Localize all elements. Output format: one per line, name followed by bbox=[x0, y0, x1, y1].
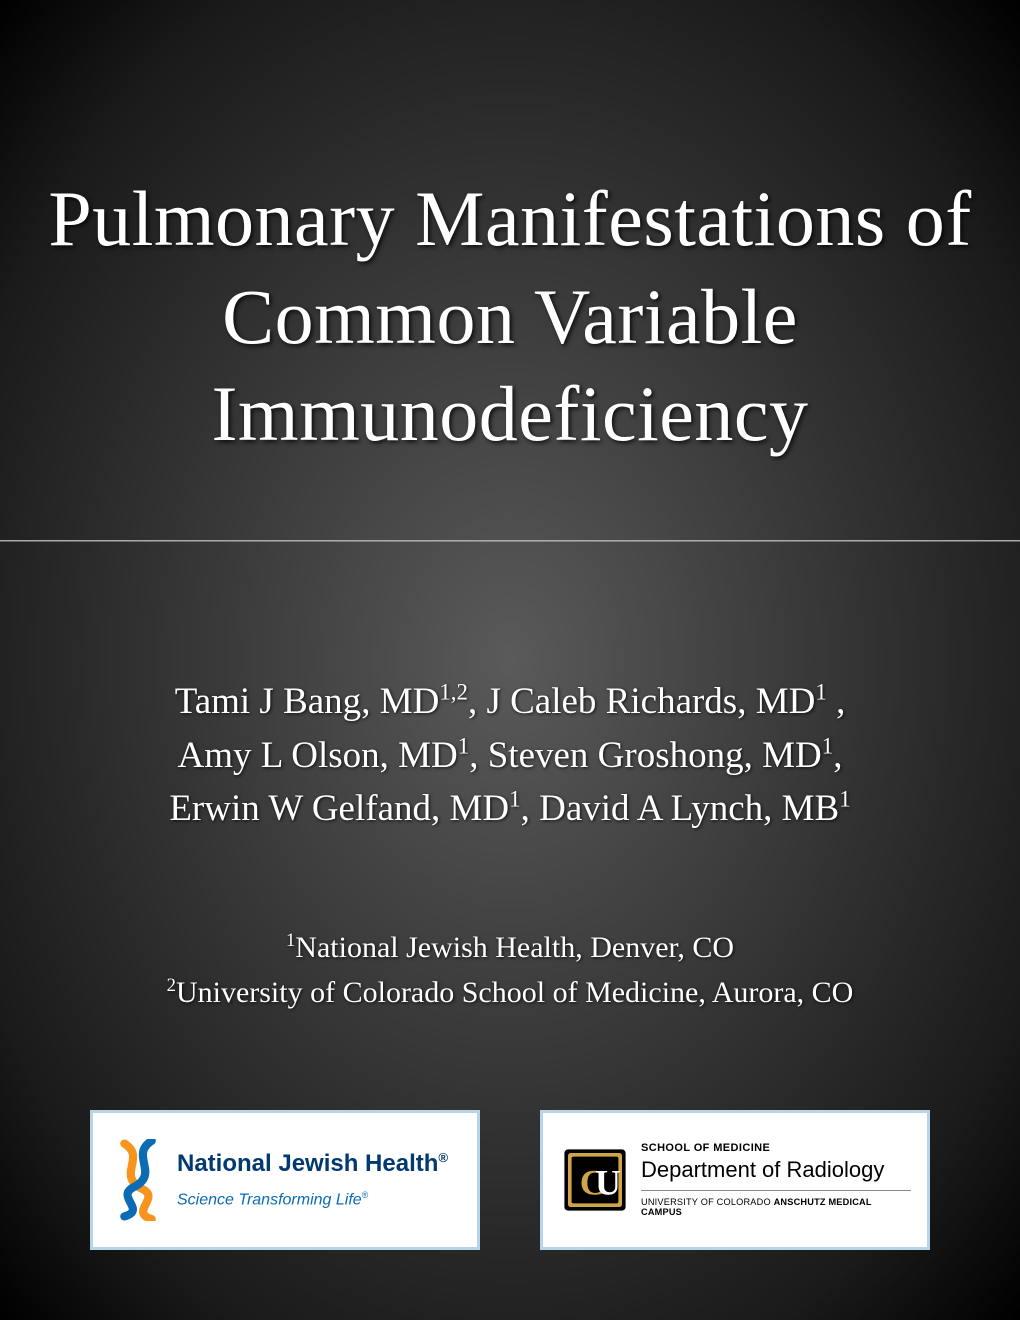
author: Tami J Bang, MD1,2 bbox=[175, 681, 468, 722]
author: Erwin W Gelfand, MD1 bbox=[169, 788, 520, 829]
affiliation: 1National Jewish Health, Denver, CO bbox=[0, 925, 1020, 970]
author: Steven Groshong, MD1 bbox=[488, 735, 834, 776]
njh-text: National Jewish Health® Science Transfor… bbox=[177, 1151, 448, 1209]
cu-text: SCHOOL OF MEDICINE Department of Radiolo… bbox=[641, 1142, 911, 1218]
logos-row: National Jewish Health® Science Transfor… bbox=[0, 1110, 1020, 1250]
presentation-title: Pulmonary Manifestations of Common Varia… bbox=[0, 170, 1020, 463]
cu-shield-icon: C U bbox=[559, 1144, 631, 1216]
affiliation: 2University of Colorado School of Medici… bbox=[0, 970, 1020, 1015]
slide: Pulmonary Manifestations of Common Varia… bbox=[0, 0, 1020, 1320]
author: David A Lynch, MB1 bbox=[539, 788, 851, 829]
njh-helix-icon bbox=[109, 1139, 167, 1221]
author: Amy L Olson, MD1 bbox=[178, 735, 470, 776]
svg-text:U: U bbox=[595, 1162, 621, 1202]
affiliations-block: 1National Jewish Health, Denver, CO 2Uni… bbox=[0, 925, 1020, 1015]
author: J Caleb Richards, MD1 bbox=[486, 681, 836, 722]
divider-line bbox=[0, 540, 1020, 541]
authors-block: Tami J Bang, MD1,2, J Caleb Richards, MD… bbox=[0, 675, 1020, 836]
njh-logo: National Jewish Health® Science Transfor… bbox=[90, 1110, 480, 1250]
cu-logo: C U SCHOOL OF MEDICINE Department of Rad… bbox=[540, 1110, 930, 1250]
